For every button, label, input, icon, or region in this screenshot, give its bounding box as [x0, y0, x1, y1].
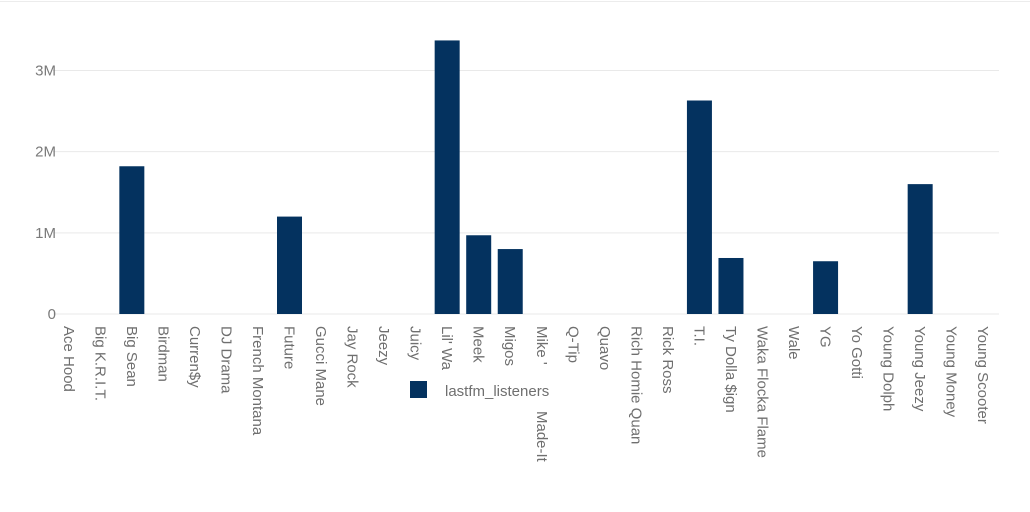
- bar[interactable]: [466, 235, 492, 314]
- x-tick-label: Juicy: [407, 326, 424, 361]
- x-tick-label: Waka Flocka Flame: [754, 326, 771, 458]
- x-tick-label: Big K.R.I.T.: [91, 326, 108, 401]
- legend-swatch: [410, 381, 427, 398]
- bar[interactable]: [718, 257, 744, 314]
- x-tick-label: Rick Ross: [659, 326, 676, 394]
- x-tick-label: YG: [817, 326, 834, 348]
- bars: [119, 40, 933, 314]
- y-tick-label: 1M: [35, 225, 56, 242]
- y-tick-label: 0: [48, 306, 56, 323]
- bar[interactable]: [497, 249, 523, 314]
- bar[interactable]: [686, 100, 712, 314]
- x-tick-label: T.I.: [690, 326, 707, 346]
- bar[interactable]: [813, 261, 839, 314]
- x-tick-label: Young Dolph: [880, 326, 897, 411]
- x-tick-label: Wale: [785, 326, 802, 360]
- y-tick-label: 2M: [35, 144, 56, 161]
- x-tick-label: Gucci Mane: [312, 326, 329, 406]
- bar[interactable]: [434, 40, 460, 314]
- x-tick-label: Young Money: [943, 326, 960, 418]
- x-tick-label: Young Scooter: [974, 326, 991, 424]
- x-tick-label: DJ Drama: [217, 326, 234, 394]
- x-tick-label: Ace Hood: [60, 326, 77, 392]
- x-tick-label: Mike ': [533, 326, 550, 365]
- x-tick-label: Yo Gotti: [848, 326, 865, 379]
- x-tick-label: Lil' Wa: [438, 326, 455, 371]
- y-axis-ticks: 0 1M 2M 3M: [35, 62, 56, 323]
- x-tick-label: French Montana: [249, 326, 266, 436]
- x-tick-label: Meek: [470, 326, 487, 363]
- bar[interactable]: [277, 216, 302, 314]
- x-tick-label: Curren$y: [186, 326, 203, 388]
- grid-lines: [53, 69, 999, 315]
- x-tick-label-continuation: Made-It: [533, 411, 550, 463]
- legend[interactable]: lastfm_listeners: [410, 381, 549, 400]
- x-tick-label: Jay Rock: [344, 326, 361, 388]
- x-tick-label: Young Jeezy: [911, 326, 928, 412]
- x-tick-label: Rich Homie Quan: [627, 326, 644, 444]
- x-axis-ticks: Ace Hood Big K.R.I.T. Big Sean Birdman Curre…: [60, 326, 991, 463]
- bar[interactable]: [907, 184, 933, 314]
- x-tick-label: Q-Tip: [564, 326, 581, 363]
- x-tick-label: Ty Dolla $ign: [722, 326, 739, 413]
- x-tick-label: Big Sean: [123, 326, 140, 387]
- bar[interactable]: [119, 166, 145, 314]
- x-tick-label: Migos: [501, 326, 518, 366]
- y-tick-label: 3M: [35, 62, 56, 79]
- x-tick-label: Birdman: [154, 326, 171, 382]
- x-tick-label: Jeezy: [375, 326, 392, 366]
- x-tick-label: Future: [281, 326, 298, 369]
- legend-label: lastfm_listeners: [445, 383, 549, 400]
- x-tick-label: Quavo: [596, 326, 613, 370]
